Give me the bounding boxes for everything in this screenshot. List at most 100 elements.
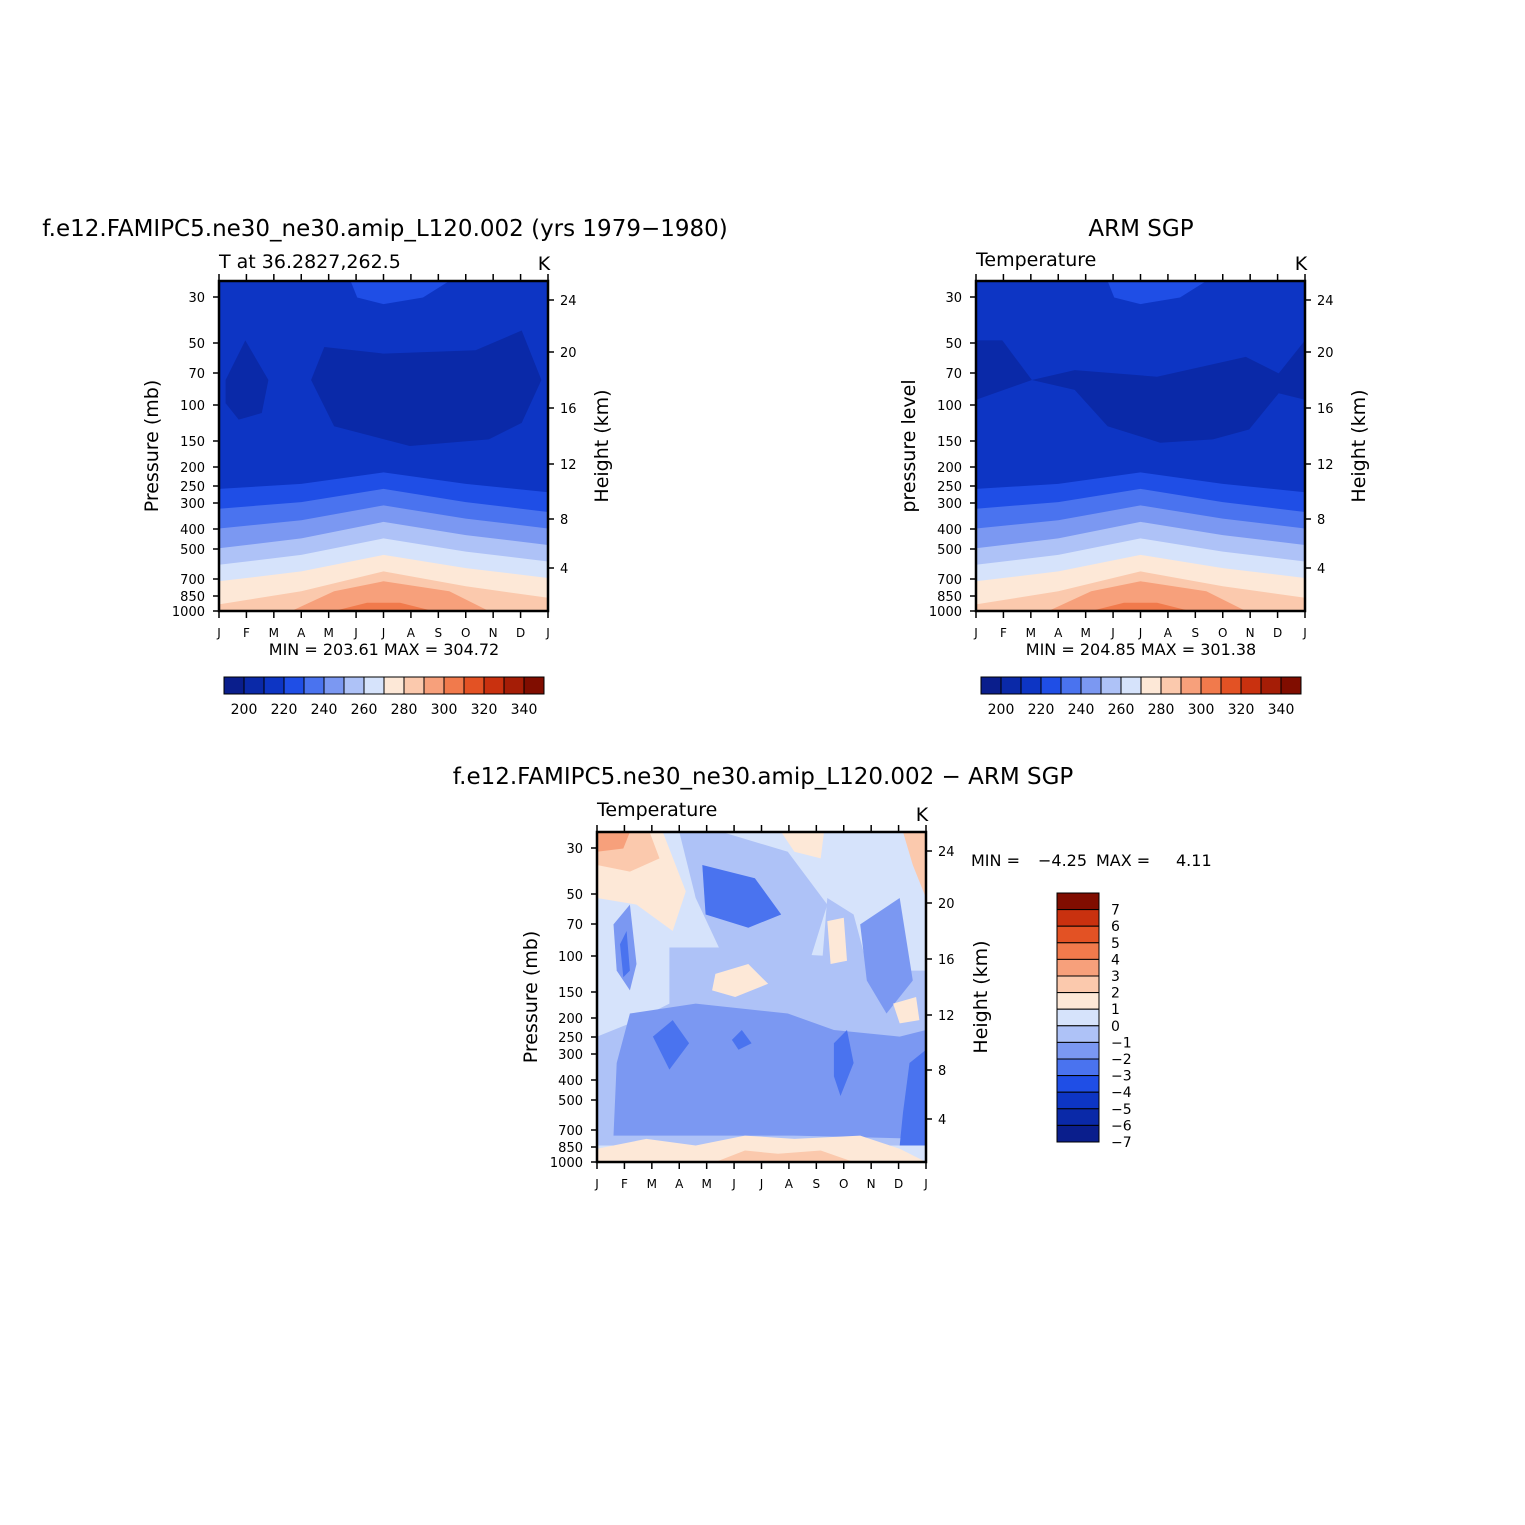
colorbar-label: 220 xyxy=(271,702,298,718)
colorbar-swatch xyxy=(1056,975,1100,994)
contour-band xyxy=(597,1135,926,1162)
y2-tick-label: 12 xyxy=(938,1009,955,1024)
panel1-title: f.e12.FAMIPC5.ne30_ne30.amip_L120.002 (y… xyxy=(42,216,728,242)
y-tick-label: 1000 xyxy=(172,605,205,620)
colorbar-swatch xyxy=(1056,958,1100,977)
x-tick-label: D xyxy=(516,626,525,640)
panel3-left-label: Temperature xyxy=(596,799,717,821)
y-tick-label: 700 xyxy=(180,573,205,588)
colorbar-swatch xyxy=(1056,1091,1100,1110)
x-tick-label: J xyxy=(1138,626,1143,640)
contour-band xyxy=(597,832,630,852)
panel1-ylabel: Pressure (mb) xyxy=(141,380,163,513)
colorbar-label: 280 xyxy=(1148,702,1175,718)
colorbar-swatch xyxy=(1056,1124,1100,1143)
colorbar-swatch xyxy=(1056,992,1100,1010)
y2-tick-label: 4 xyxy=(1317,562,1325,577)
contour-band xyxy=(893,997,920,1024)
y-tick-label: 400 xyxy=(937,523,962,538)
colorbar-label: 240 xyxy=(1068,702,1095,718)
colorbar-label: 340 xyxy=(1268,702,1295,718)
panel3-max-value: 4.11 xyxy=(1176,851,1212,870)
contour-band xyxy=(225,340,269,420)
contour-band xyxy=(350,281,450,305)
colorbar-swatch xyxy=(483,676,505,695)
colorbar-label: 5 xyxy=(1111,936,1120,952)
contour-band xyxy=(903,832,926,898)
contour-band xyxy=(291,581,489,611)
colorbar-swatch xyxy=(323,676,345,695)
y-tick-label: 300 xyxy=(937,497,962,512)
y-tick-label: 70 xyxy=(566,918,583,933)
y-tick-label: 1000 xyxy=(550,1156,583,1171)
x-tick-label: A xyxy=(785,1177,794,1191)
x-tick-label: J xyxy=(594,1177,599,1191)
x-tick-label: S xyxy=(1192,626,1200,640)
colorbar-swatch xyxy=(1056,942,1100,960)
contour-band xyxy=(620,931,630,978)
colorbar-label: −6 xyxy=(1111,1118,1132,1134)
y-tick-label: 50 xyxy=(945,337,962,352)
x-tick-label: M xyxy=(1080,626,1090,640)
y-tick-label: 400 xyxy=(558,1074,583,1089)
contour-band xyxy=(860,898,913,1014)
contour-band xyxy=(712,964,769,997)
x-tick-label: S xyxy=(813,1177,821,1191)
colorbar-label: 340 xyxy=(511,702,538,718)
y2-tick-label: 16 xyxy=(1317,402,1334,417)
x-tick-label: J xyxy=(1302,626,1307,640)
panel2-units-label: K xyxy=(1295,253,1308,275)
panel3-title: f.e12.FAMIPC5.ne30_ne30.amip_L120.002 − … xyxy=(453,764,1074,790)
y2-tick-label: 12 xyxy=(1317,458,1334,473)
y-tick-label: 700 xyxy=(558,1124,583,1139)
colorbar-swatch xyxy=(1220,676,1242,695)
colorbar-label: 300 xyxy=(1188,702,1215,718)
x-tick-label: N xyxy=(489,626,498,640)
contour-band xyxy=(1107,281,1207,305)
colorbar-label: 240 xyxy=(311,702,338,718)
colorbar-swatch xyxy=(1056,1108,1100,1126)
y-tick-label: 300 xyxy=(180,497,205,512)
y2-tick-label: 20 xyxy=(560,346,577,361)
colorbar-swatch xyxy=(363,676,385,695)
panel2-colorbar: 200 220 240 260 280 300 320 340 xyxy=(980,676,1302,718)
x-tick-label: A xyxy=(407,626,416,640)
colorbar-label: 320 xyxy=(471,702,498,718)
colorbar-label: 7 xyxy=(1111,903,1120,919)
colorbar-label: 4 xyxy=(1111,952,1120,968)
contour-band xyxy=(1048,581,1246,611)
colorbar-swatch xyxy=(503,676,525,695)
panel1-axes: J F M A M J J A S O N D J 30 50 70 100 150 200 250 300 400 500… xyxy=(172,274,577,640)
colorbar-swatch xyxy=(1056,892,1100,911)
panel1-y2label: Height (km) xyxy=(591,389,613,502)
contour-band xyxy=(899,1049,926,1146)
colorbar-label: 200 xyxy=(988,702,1015,718)
y2-tick-label: 16 xyxy=(938,953,955,968)
x-tick-label: F xyxy=(621,1177,628,1191)
x-tick-label: N xyxy=(1246,626,1255,640)
colorbar-swatch xyxy=(1140,676,1162,695)
panel1-minmax: MIN = 203.61 MAX = 304.72 xyxy=(269,640,499,659)
y-tick-label: 30 xyxy=(188,291,205,306)
x-tick-label: J xyxy=(1110,626,1115,640)
panel2-contour-field xyxy=(976,281,1305,611)
colorbar-swatch xyxy=(1056,925,1100,944)
x-tick-label: J xyxy=(731,1177,736,1191)
colorbar-label: −2 xyxy=(1111,1052,1132,1068)
x-tick-label: A xyxy=(675,1177,684,1191)
y-tick-label: 250 xyxy=(937,480,962,495)
colorbar-swatch xyxy=(463,676,485,695)
y-tick-label: 50 xyxy=(566,888,583,903)
panel1-units-label: K xyxy=(538,253,551,275)
colorbar-swatch xyxy=(1020,676,1042,695)
colorbar-swatch xyxy=(523,676,545,695)
colorbar-label: 300 xyxy=(431,702,458,718)
colorbar-swatch xyxy=(1280,676,1302,695)
y2-tick-label: 4 xyxy=(938,1113,946,1128)
y-tick-label: 70 xyxy=(945,367,962,382)
x-tick-label: J xyxy=(759,1177,764,1191)
panel3-max-label: MAX = xyxy=(1096,851,1150,870)
panel2-minmax: MIN = 204.85 MAX = 301.38 xyxy=(1026,640,1256,659)
y-tick-label: 200 xyxy=(558,1012,583,1027)
